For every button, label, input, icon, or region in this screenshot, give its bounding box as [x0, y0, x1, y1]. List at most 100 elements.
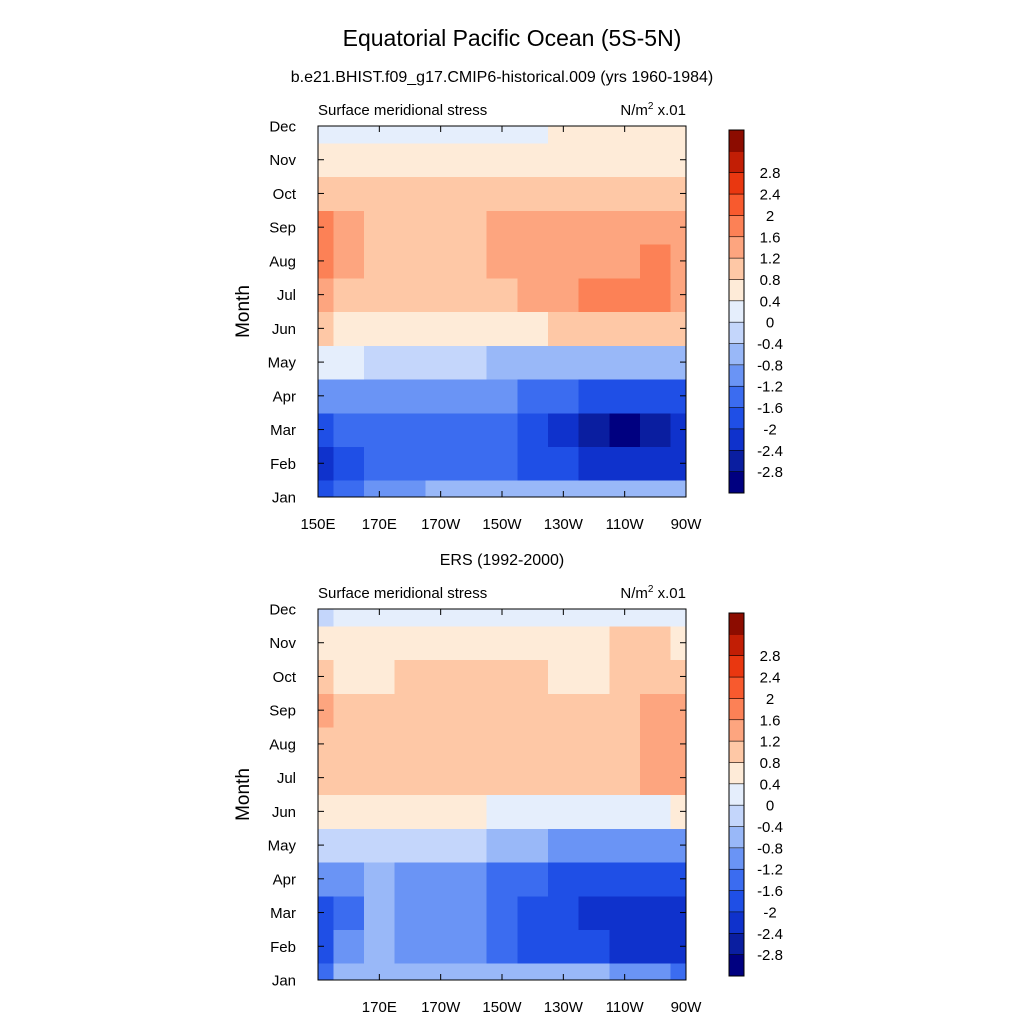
heatmap-cell	[394, 176, 426, 211]
x-tick-label: 150E	[300, 516, 335, 533]
heatmap-cell	[394, 244, 426, 279]
heatmap-cell	[425, 480, 457, 498]
heatmap-cell	[670, 929, 687, 964]
colorbar-swatch	[729, 428, 744, 451]
heatmap-cell	[394, 210, 426, 245]
heatmap-cell	[486, 828, 518, 863]
panel-ers: ERS (1992-2000) Surface meridional stress…	[233, 552, 702, 1016]
heatmap-cell	[548, 210, 580, 245]
heatmap-cell	[425, 963, 457, 981]
heatmap-cell	[425, 861, 457, 897]
panel-variable-label: Surface meridional stress	[318, 585, 487, 602]
y-axis-label: Month	[233, 768, 254, 821]
heatmap-cell	[578, 210, 610, 245]
heatmap-cell	[640, 861, 672, 897]
heatmap-cell	[548, 609, 580, 627]
heatmap-cell	[640, 760, 672, 796]
y-tick-label: Apr	[273, 388, 296, 405]
heatmap-cell	[670, 345, 687, 380]
colorbar-swatch	[729, 236, 744, 259]
heatmap-cell	[670, 412, 687, 448]
x-tick-label: 170W	[421, 516, 461, 533]
heatmap-cell	[609, 727, 641, 762]
heatmap-cell	[425, 760, 457, 796]
heatmap-cell	[640, 142, 672, 178]
heatmap-cell	[640, 378, 672, 414]
colorbar-label: 2	[766, 208, 774, 225]
heatmap-cell	[364, 446, 396, 481]
colorbar-label: 2.8	[760, 165, 781, 182]
heatmap-cell	[318, 659, 334, 694]
heatmap-cell	[333, 828, 365, 863]
heatmap-cell	[609, 345, 641, 380]
colorbar-swatch	[729, 677, 744, 699]
heatmap-cell	[578, 659, 610, 694]
heatmap-cell	[609, 311, 641, 346]
heatmap-cell	[333, 861, 365, 897]
heatmap-cell	[456, 126, 488, 144]
heatmap-cell	[609, 929, 641, 964]
colorbar-swatch	[729, 826, 744, 849]
heatmap-cell	[548, 963, 580, 981]
heatmap-cell	[394, 378, 426, 414]
heatmap-cell	[640, 277, 672, 313]
colorbar-swatch	[729, 194, 744, 216]
heatmap-cell	[364, 311, 396, 346]
colorbar-swatch	[729, 655, 744, 678]
heatmap-cell	[640, 210, 672, 245]
heatmap-cell	[486, 142, 518, 178]
heatmap-cell	[394, 963, 426, 981]
panel-variable-label: Surface meridional stress	[318, 102, 487, 119]
heatmap-cell	[333, 659, 365, 694]
heatmap-cell	[640, 480, 672, 498]
heatmap-cell	[394, 142, 426, 178]
heatmap-cell	[670, 727, 687, 762]
heatmap-cell	[548, 126, 580, 144]
heatmap-cell	[517, 412, 549, 448]
heatmap-cell	[670, 609, 687, 627]
heatmap-cell	[425, 693, 457, 728]
colorbar-swatch	[729, 130, 744, 152]
colorbar-frame	[728, 129, 745, 494]
heatmap-cell	[548, 345, 580, 380]
heatmap-cell	[670, 378, 687, 414]
heatmap-cell	[456, 176, 488, 211]
heatmap-cell	[517, 760, 549, 796]
heatmap-cell	[517, 378, 549, 414]
heatmap-cell	[425, 828, 457, 863]
heatmap-cell	[670, 142, 687, 178]
heatmap-cell	[578, 345, 610, 380]
heatmap-cell	[670, 277, 687, 313]
heatmap-cell	[486, 378, 518, 414]
heatmap-cell	[333, 244, 365, 279]
heatmap-cell	[517, 176, 549, 211]
heatmap-cell	[670, 760, 687, 796]
heatmap-cell	[578, 126, 610, 144]
heatmap-cell	[486, 693, 518, 728]
heatmap-cell	[333, 345, 365, 380]
heatmap-cell	[578, 895, 610, 931]
heatmap-cell	[364, 480, 396, 498]
heatmap-cell	[364, 625, 396, 661]
heatmap-cell	[394, 693, 426, 728]
heatmap-cell	[578, 378, 610, 414]
heatmap-cell	[318, 895, 334, 931]
panel-title: b.e21.BHIST.f09_g17.CMIP6-historical.009…	[291, 69, 713, 86]
y-tick-label: Aug	[269, 736, 296, 753]
heatmap-cell	[548, 625, 580, 661]
x-tick-label: 90W	[671, 999, 703, 1016]
heatmap-cell	[670, 446, 687, 481]
heatmap-cell	[578, 176, 610, 211]
heatmap-cell	[456, 345, 488, 380]
heatmap-cell	[609, 142, 641, 178]
heatmap-cell	[318, 311, 334, 346]
x-tick-label: 170E	[362, 999, 397, 1016]
heatmap-cell	[456, 609, 488, 627]
y-tick-label: Sep	[269, 220, 296, 237]
panel-units-label: N/m2 x.01	[620, 101, 686, 119]
colorbar-swatch	[729, 762, 744, 785]
heatmap-cell	[318, 929, 334, 964]
heatmap-cell	[333, 480, 365, 498]
heatmap-cell	[486, 176, 518, 211]
